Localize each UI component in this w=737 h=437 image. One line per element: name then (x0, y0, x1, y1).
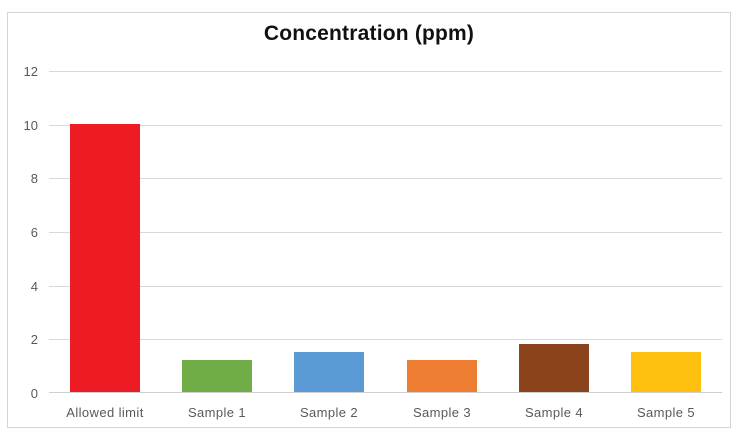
bar-sample-2 (294, 352, 364, 392)
y-tick-label-6: 6 (30, 225, 38, 240)
gridline-y-2 (49, 339, 722, 340)
y-tick-label-12: 12 (23, 64, 38, 79)
bar-allowed-limit (70, 124, 140, 392)
y-tick-label-8: 8 (30, 171, 38, 186)
x-category-label-sample-3: Sample 3 (412, 405, 472, 420)
bar-sample-1 (182, 360, 252, 392)
x-category-label-sample-4: Sample 4 (524, 405, 584, 420)
x-category-label-sample-5: Sample 5 (636, 405, 696, 420)
y-tick-label-10: 10 (23, 118, 38, 133)
x-category-label-sample-1: Sample 1 (187, 405, 247, 420)
x-axis-line (49, 392, 722, 393)
bar-sample-5 (631, 352, 701, 392)
plot-area: 0 2 4 6 8 10 12 Allowed limit Sample 1 Sample 2 Sa… (24, 65, 722, 420)
gridline-y-6 (49, 232, 722, 233)
y-tick-label-2: 2 (30, 332, 38, 347)
gridline-y-8 (49, 178, 722, 179)
gridline-y-4 (49, 286, 722, 287)
gridline-y-12 (49, 71, 722, 72)
y-tick-label-4: 4 (30, 279, 38, 294)
chart-frame: Concentration (ppm) 0 2 4 6 8 10 12 Allowed lim… (7, 12, 731, 428)
y-tick-label-0: 0 (30, 386, 38, 401)
bar-sample-4 (519, 344, 589, 392)
x-category-label-sample-2: Sample 2 (299, 405, 359, 420)
x-category-label-allowed-limit: Allowed limit (66, 405, 144, 420)
chart-title: Concentration (ppm) (263, 22, 475, 45)
bar-sample-3 (407, 360, 477, 392)
gridline-y-10 (49, 125, 722, 126)
